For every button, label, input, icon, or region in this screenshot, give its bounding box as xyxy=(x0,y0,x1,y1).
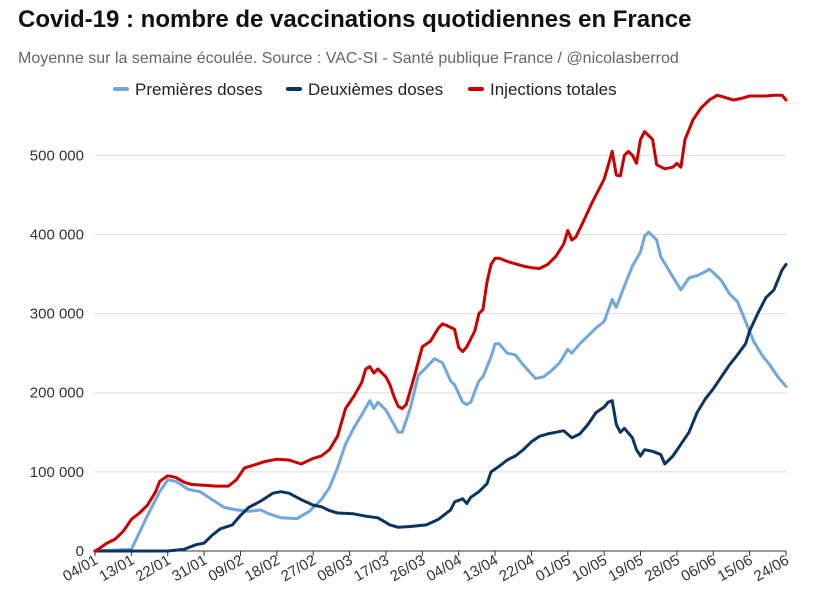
x-tick-label: 01/05 xyxy=(533,552,574,585)
y-tick-label: 300 000 xyxy=(30,306,84,323)
series-line-2 xyxy=(93,263,788,553)
x-tick-label: 06/06 xyxy=(678,552,719,585)
x-tick-label: 08/03 xyxy=(315,552,356,585)
chart-title: Covid-19 : nombre de vaccinations quotid… xyxy=(18,6,692,33)
series-line-1 xyxy=(93,230,788,553)
x-tick-label: 10/05 xyxy=(569,552,610,585)
x-tick-label: 22/01 xyxy=(133,552,174,585)
y-tick-label: 400 000 xyxy=(30,226,84,243)
x-tick-label: 18/02 xyxy=(242,552,283,585)
x-tick-label: 13/04 xyxy=(460,552,501,585)
x-tick-label: 22/04 xyxy=(496,552,537,585)
x-tick-label: 27/02 xyxy=(278,552,319,585)
grid-lines xyxy=(95,154,786,473)
x-tick-label: 15/06 xyxy=(715,552,756,585)
y-tick-label: 200 000 xyxy=(30,385,84,402)
x-tick-label: 19/05 xyxy=(606,552,647,585)
y-tick-label: 500 000 xyxy=(30,147,84,164)
chart-subtitle: Moyenne sur la semaine écoulée. Source :… xyxy=(18,50,679,67)
x-tick-label: 09/02 xyxy=(205,552,246,585)
x-tick-label: 13/01 xyxy=(96,552,137,585)
x-tick-label: 26/03 xyxy=(387,552,428,585)
y-tick-label: 0 xyxy=(76,543,84,560)
axes: 0 100 000 200 000 300 000 400 000 500 000 04/0… xyxy=(30,147,792,585)
legend-label: Deuxièmes doses xyxy=(308,80,443,99)
x-tick-label: 28/05 xyxy=(642,552,683,585)
x-tick-label: 17/03 xyxy=(351,552,392,585)
series-line-3 xyxy=(93,93,788,553)
x-tick-label: 24/06 xyxy=(751,552,792,585)
legend-label: Premières doses xyxy=(135,80,263,99)
legend-label: Injections totales xyxy=(490,80,617,99)
x-tick-label: 31/01 xyxy=(169,552,210,585)
legend: Premières doses Deuxièmes doses Injections… xyxy=(113,80,617,99)
x-tick-label: 04/04 xyxy=(424,552,465,585)
y-tick-label: 100 000 xyxy=(30,464,84,481)
series-lines xyxy=(93,93,788,553)
